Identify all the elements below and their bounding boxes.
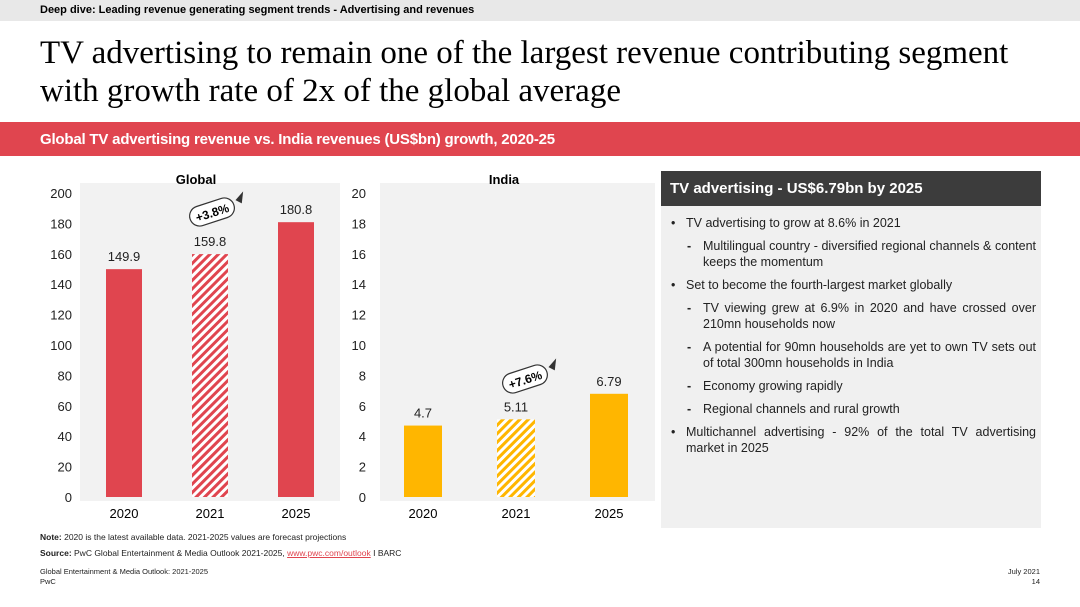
y-tick-label: 20 (352, 186, 366, 201)
y-tick-label: 60 (58, 399, 72, 414)
bullet-item: Multichannel advertising - 92% of the to… (671, 424, 1036, 456)
chart-title: India (489, 172, 520, 187)
footer-publication: Global Entertainment & Media Outlook: 20… (40, 567, 209, 576)
y-tick-label: 8 (359, 368, 366, 383)
x-tick-label: 2025 (595, 506, 624, 521)
x-tick-label: 2020 (110, 506, 139, 521)
bullet-list: TV advertising to grow at 8.6% in 2021 Mu… (671, 215, 1036, 463)
chart-band-title: Global TV advertising revenue vs. India … (40, 131, 555, 148)
source-body: PwC Global Entertainment & Media Outlook… (71, 548, 288, 558)
growth-annotation: +7.6% (502, 358, 557, 394)
y-tick-label: 12 (352, 308, 366, 323)
footer-company: PwC (40, 577, 56, 586)
page-number: 14 (1031, 577, 1040, 586)
sub-bullet-item: Regional channels and rural growth (671, 401, 1036, 417)
sub-bullet-item: Multilingual country - diversified regio… (671, 238, 1036, 270)
x-tick-label: 2021 (196, 506, 225, 521)
note-text: Note: 2020 is the latest available data.… (40, 532, 346, 542)
bar (497, 419, 535, 497)
sub-bullet-item: TV viewing grew at 6.9% in 2020 and have… (671, 300, 1036, 332)
chart-title: Global (176, 172, 216, 187)
panel-header: TV advertising - US$6.79bn by 2025 (661, 171, 1041, 206)
note-label: Note: (40, 532, 62, 542)
y-tick-label: 18 (352, 216, 366, 231)
y-tick-label: 0 (65, 490, 72, 505)
y-tick-label: 100 (50, 338, 72, 353)
growth-arrow-icon (548, 358, 557, 371)
source-text: Source: PwC Global Entertainment & Media… (40, 548, 401, 558)
bar-value-label: 159.8 (194, 234, 227, 249)
note-body: 2020 is the latest available data. 2021-… (61, 532, 347, 542)
y-tick-label: 40 (58, 429, 72, 444)
y-tick-label: 200 (50, 186, 72, 201)
growth-arrow-icon (235, 191, 244, 204)
bar-charts: Global020406080100120140160180200149.920… (50, 172, 655, 521)
y-tick-label: 120 (50, 308, 72, 323)
y-tick-label: 180 (50, 216, 72, 231)
tv-advertising-panel: TV advertising - US$6.79bn by 2025 TV ad… (661, 171, 1041, 528)
bar (590, 393, 628, 497)
footer-left: Global Entertainment & Media Outlook: 20… (40, 567, 208, 587)
source-tail: I BARC (370, 548, 402, 558)
y-tick-label: 160 (50, 247, 72, 262)
y-tick-label: 6 (359, 399, 366, 414)
bar-value-label: 4.7 (414, 406, 432, 421)
growth-badge (189, 197, 235, 227)
bullet-item: TV advertising to grow at 8.6% in 2021 (671, 215, 1036, 231)
growth-annotation: +3.8% (189, 191, 244, 227)
source-label: Source: (40, 548, 72, 558)
india-chart: India 0 2 4 6 8 10 12 14 16 18 20 4.7 2020 5.11 2021 6.7… (352, 172, 655, 521)
x-tick-label: 2021 (502, 506, 531, 521)
chart-title-band: Global TV advertising revenue vs. India … (0, 122, 1080, 156)
sub-bullet-item: Economy growing rapidly (671, 378, 1036, 394)
source-link[interactable]: www.pwc.com/outlook (287, 548, 371, 558)
bar-value-label: 6.79 (596, 374, 621, 389)
global-chart: Global 0 20 40 60 80 100 120 140 160 180 200 149.9 20… (50, 172, 340, 521)
bar (278, 222, 314, 497)
y-tick-label: 20 (58, 460, 72, 475)
section-header-bar: Deep dive: Leading revenue generating se… (0, 0, 1080, 21)
bar (106, 269, 142, 497)
y-tick-label: 2 (359, 460, 366, 475)
bar (404, 425, 442, 497)
footer-date: July 2021 (1007, 567, 1040, 576)
bullet-item: Set to become the fourth-largest market … (671, 277, 1036, 293)
growth-badge (502, 364, 548, 394)
x-tick-label: 2025 (282, 506, 311, 521)
bar-value-label: 180.8 (280, 202, 313, 217)
y-tick-label: 0 (359, 490, 366, 505)
bar-value-label: 149.9 (108, 249, 141, 264)
y-tick-label: 10 (352, 338, 366, 353)
x-tick-label: 2020 (409, 506, 438, 521)
y-tick-label: 14 (352, 277, 366, 292)
section-label: Deep dive: Leading revenue generating se… (40, 4, 475, 16)
bar (192, 254, 228, 497)
footer-right: July 2021 14 (1008, 567, 1040, 587)
slide-title: TV advertising to remain one of the larg… (40, 35, 1009, 109)
panel-heading: TV advertising - US$6.79bn by 2025 (670, 180, 923, 197)
y-tick-label: 80 (58, 368, 72, 383)
bar-value-label: 5.11 (504, 399, 528, 414)
y-tick-label: 16 (352, 247, 366, 262)
sub-bullet-item: A potential for 90mn households are yet … (671, 339, 1036, 371)
y-tick-label: 4 (359, 429, 366, 444)
y-tick-label: 140 (50, 277, 72, 292)
